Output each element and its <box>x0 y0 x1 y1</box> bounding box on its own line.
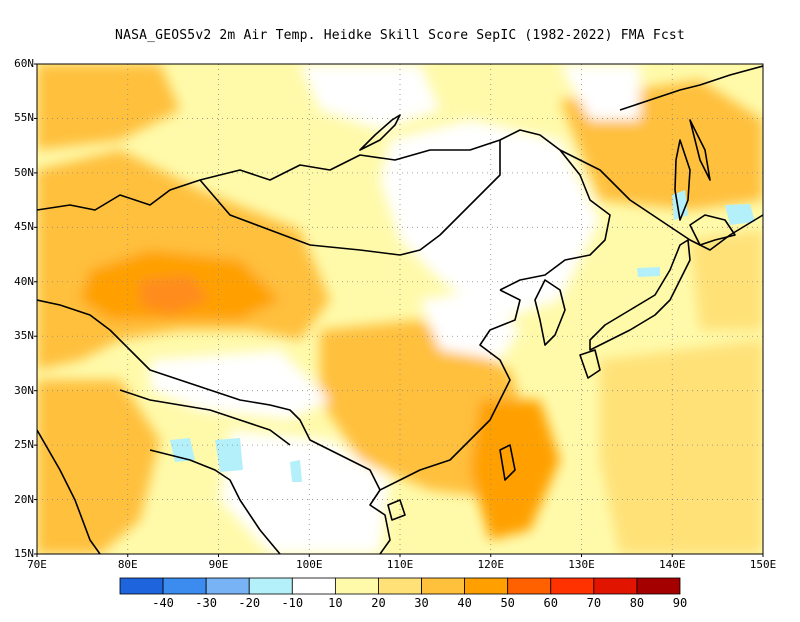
lat-label: 25N <box>14 438 34 452</box>
sakhalin <box>674 139 691 221</box>
colorbar-swatch <box>464 577 509 595</box>
field-northwest-orange <box>37 64 180 150</box>
colorbar-label: 70 <box>586 596 602 610</box>
colorbar-swatch <box>119 577 164 595</box>
colorbar-swatch <box>378 577 422 595</box>
field-siberia-white <box>300 64 440 130</box>
negative-patch-6 <box>637 267 660 277</box>
field-tibet-white <box>150 350 330 420</box>
coastlines <box>37 65 763 554</box>
lat-label: 20N <box>14 492 34 506</box>
border-china-north <box>37 129 611 291</box>
coast-china-east <box>379 289 521 491</box>
border-mongolia <box>199 140 501 256</box>
border-china-west <box>37 299 381 491</box>
colorbar-label: 20 <box>371 596 386 610</box>
colorbar-label: 40 <box>457 596 472 610</box>
field-mongolia-white <box>380 120 600 320</box>
lat-label: 35N <box>14 329 34 343</box>
coast-india <box>37 429 101 554</box>
field-indochina-white <box>220 430 390 554</box>
coast-russia-far-east <box>559 149 763 251</box>
hainan <box>387 499 406 521</box>
colorbar-swatch <box>421 577 466 595</box>
colorbar-swatch <box>636 577 681 595</box>
coast-okhotsk <box>619 65 763 111</box>
negative-patches <box>170 190 755 482</box>
lat-label: 15N <box>14 547 34 560</box>
colorbar-label: 90 <box>672 596 688 610</box>
lat-label: 60N <box>14 57 34 70</box>
lat-label: 55N <box>14 111 34 125</box>
chart-title: NASA_GEOS5v2 2m Air Temp. Heidke Skill S… <box>115 28 685 43</box>
colorbar-label: -30 <box>195 596 217 610</box>
map-grid <box>34 63 764 557</box>
lat-label: 30N <box>14 383 34 397</box>
lake-baikal <box>359 114 401 151</box>
lon-label: 150E <box>749 558 777 571</box>
colorbar-swatch <box>291 577 336 595</box>
colorbar-swatch <box>550 577 595 595</box>
negative-patch-3 <box>290 460 302 482</box>
field-east-ocean <box>600 340 763 554</box>
negative-patch-5 <box>725 204 755 225</box>
colorbar-label: 10 <box>328 596 343 610</box>
lon-label: 70E <box>27 558 47 571</box>
colorbar-label: -10 <box>281 596 304 610</box>
colorbar-swatch <box>507 577 552 595</box>
lon-label: 90E <box>208 558 229 571</box>
lon-label: 130E <box>568 558 595 571</box>
field-okhotsk-white <box>560 64 640 120</box>
coast-indochina <box>369 489 391 554</box>
japan-kyushu <box>579 349 601 379</box>
negative-patch-2 <box>215 438 243 472</box>
field-japan-sea <box>690 230 763 330</box>
lat-label: 40N <box>14 274 34 288</box>
lon-label: 140E <box>659 558 686 571</box>
colorbar-label: 30 <box>414 596 429 610</box>
coast-bay-of-bengal <box>149 449 281 554</box>
colorbar <box>119 577 681 595</box>
field-tarim-core <box>140 275 210 315</box>
lat-label: 45N <box>14 220 34 234</box>
japan-honshu <box>589 239 691 351</box>
coast-kamchatka <box>689 119 711 181</box>
lat-label: 50N <box>14 165 34 179</box>
field-china-mid-white <box>420 290 520 360</box>
taiwan <box>499 444 516 481</box>
colorbar-swatch <box>205 577 250 595</box>
plot-frame <box>36 63 764 555</box>
colorbar-label: 60 <box>543 596 558 610</box>
border-himalaya <box>119 389 291 446</box>
colorbar-label: -40 <box>152 596 174 610</box>
colorbar-label: 80 <box>629 596 645 610</box>
field-india <box>37 380 160 554</box>
lon-label: 110E <box>386 558 414 571</box>
lon-label: 100E <box>296 558 323 571</box>
field-blobs <box>37 64 763 554</box>
colorbar-swatch <box>248 577 293 595</box>
colorbar-swatch <box>593 577 638 595</box>
lon-label: 120E <box>477 558 505 571</box>
korea <box>534 279 566 346</box>
colorbar-swatch <box>334 577 379 595</box>
colorbar-label: 50 <box>500 596 515 610</box>
colorbar-swatch <box>162 577 207 595</box>
lon-label: 80E <box>117 558 138 571</box>
colorbar-label: -20 <box>238 596 261 610</box>
